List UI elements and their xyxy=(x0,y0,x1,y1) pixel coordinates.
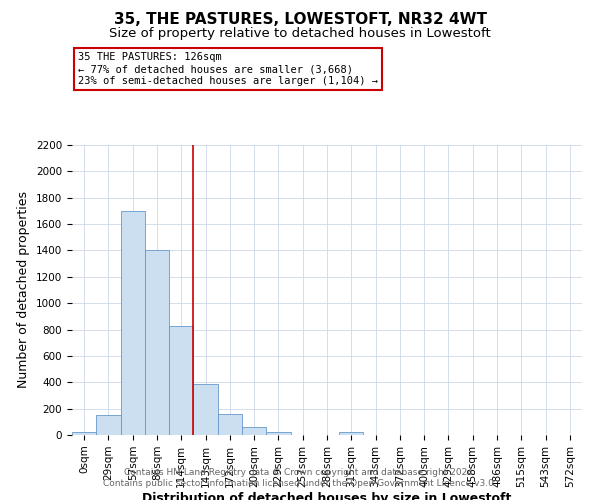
Bar xyxy=(339,432,364,435)
X-axis label: Distribution of detached houses by size in Lowestoft: Distribution of detached houses by size … xyxy=(142,492,512,500)
Bar xyxy=(72,432,96,435)
Text: Contains HM Land Registry data © Crown copyright and database right 2024.
Contai: Contains HM Land Registry data © Crown c… xyxy=(103,468,497,487)
Bar xyxy=(242,427,266,435)
Text: Size of property relative to detached houses in Lowestoft: Size of property relative to detached ho… xyxy=(109,28,491,40)
Text: 35 THE PASTURES: 126sqm
← 77% of detached houses are smaller (3,668)
23% of semi: 35 THE PASTURES: 126sqm ← 77% of detache… xyxy=(78,52,378,86)
Bar xyxy=(121,211,145,435)
Bar xyxy=(218,414,242,435)
Bar xyxy=(266,432,290,435)
Y-axis label: Number of detached properties: Number of detached properties xyxy=(17,192,31,388)
Bar xyxy=(96,414,121,435)
Bar xyxy=(145,250,169,435)
Bar xyxy=(169,326,193,435)
Text: 35, THE PASTURES, LOWESTOFT, NR32 4WT: 35, THE PASTURES, LOWESTOFT, NR32 4WT xyxy=(113,12,487,28)
Bar xyxy=(193,384,218,435)
